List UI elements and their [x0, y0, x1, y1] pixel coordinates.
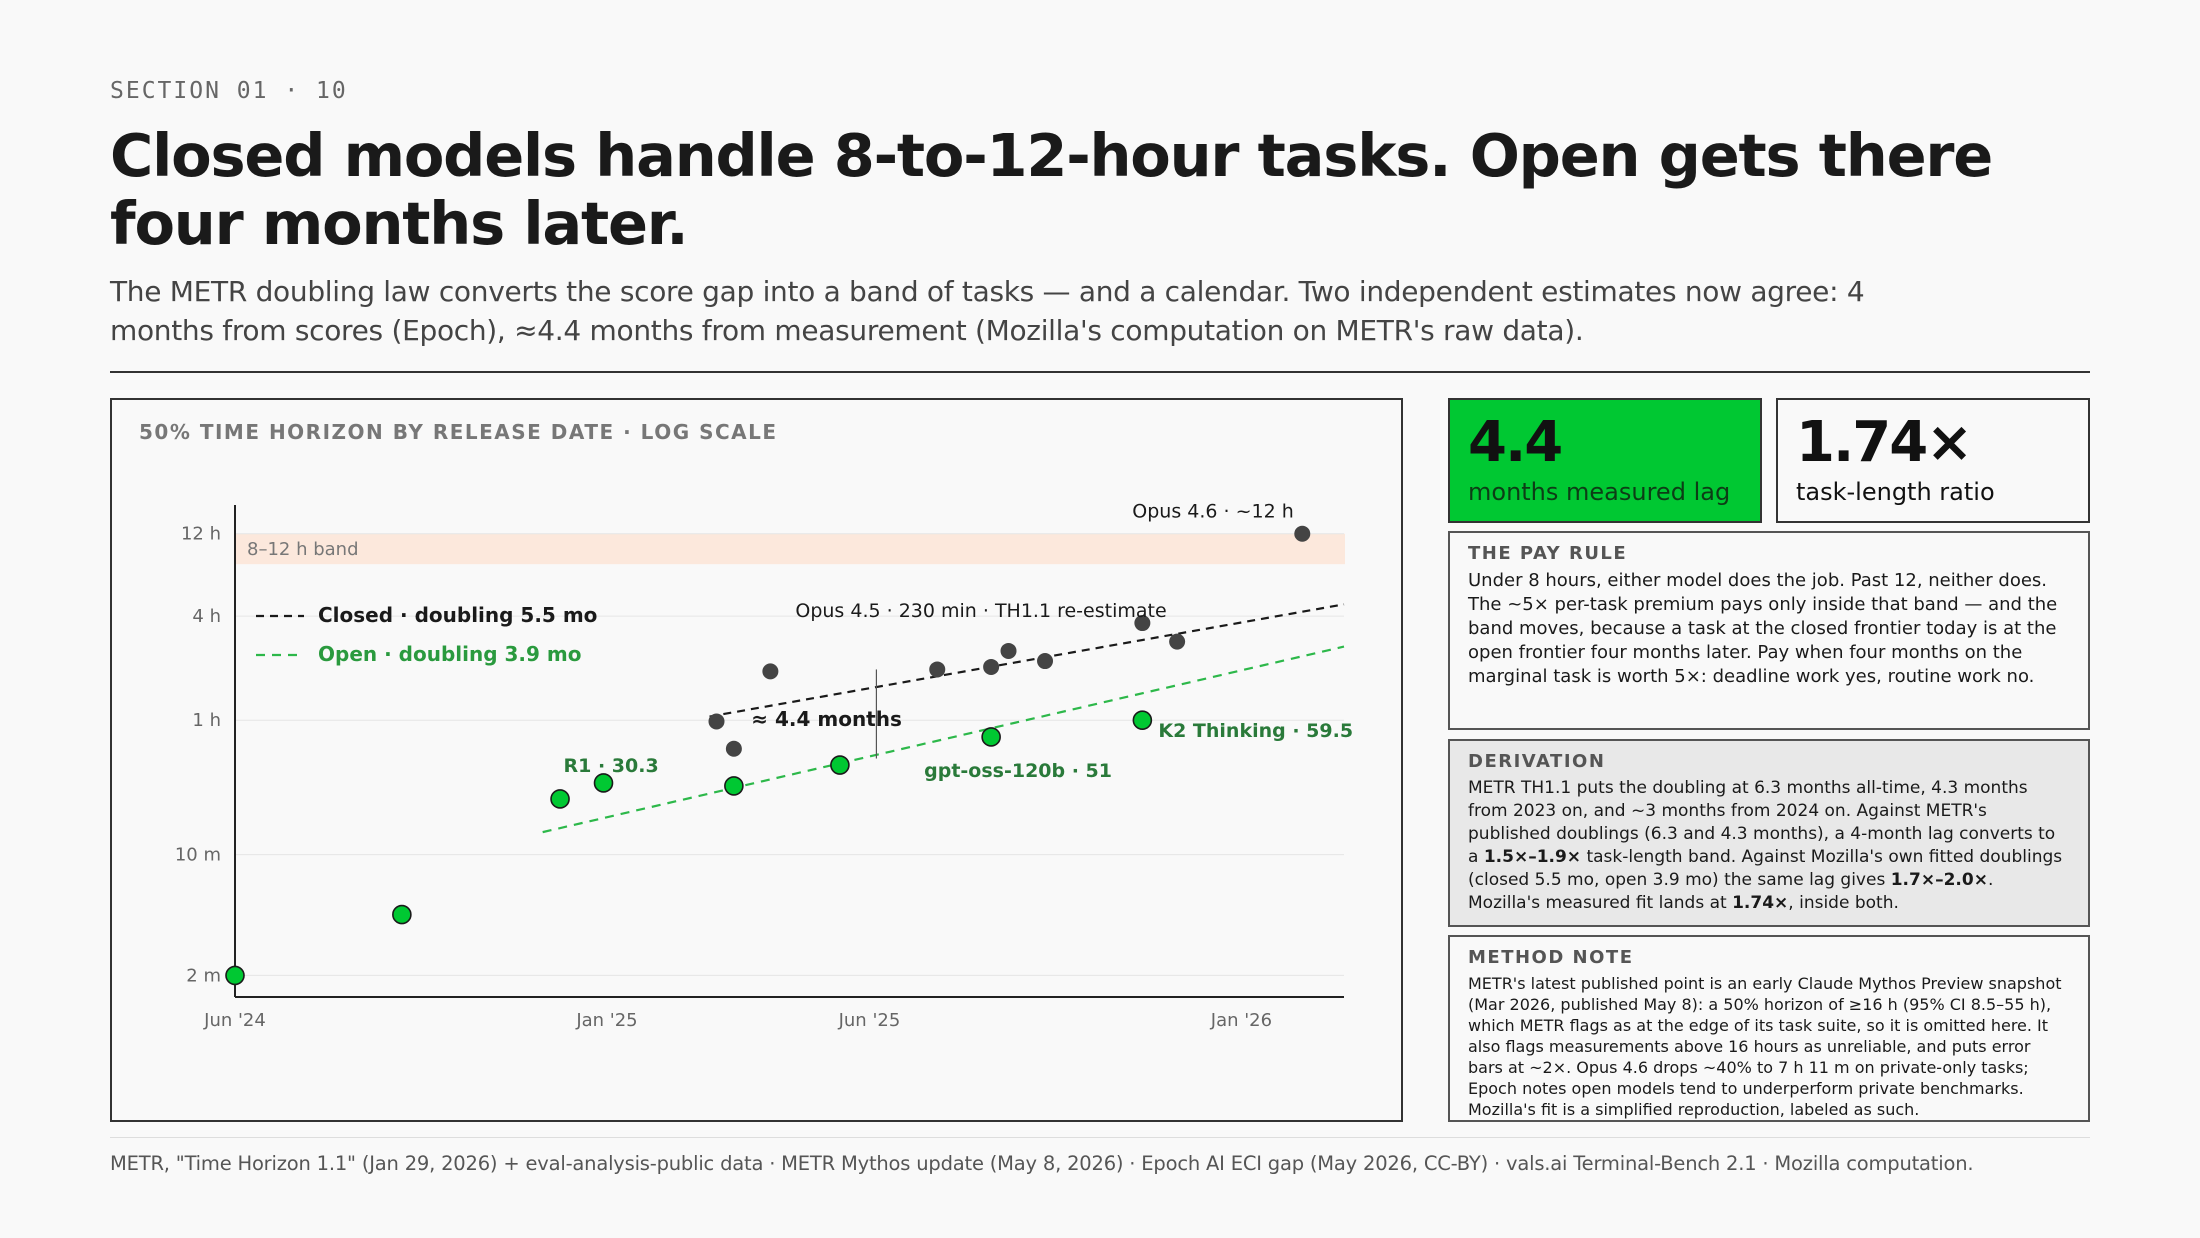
open-model-point	[550, 789, 570, 809]
x-tick-label: Jun '25	[838, 1010, 901, 1031]
source-note: METR, "Time Horizon 1.1" (Jan 29, 2026) …	[110, 1152, 1974, 1175]
closed-model-point	[1134, 615, 1151, 632]
closed-model-point	[1169, 633, 1186, 650]
y-tick-label: 4 h	[192, 606, 221, 627]
derivation-card: DERIVATION METR TH1.1 puts the doubling …	[1448, 739, 2090, 927]
closed-model-point	[708, 713, 725, 730]
page-title: Closed models handle 8-to-12-hour tasks.…	[110, 121, 1993, 258]
open-model-point	[593, 773, 614, 793]
closed-model-point	[983, 658, 1000, 675]
closed-model-point	[762, 663, 779, 680]
derivation-highlight: 1.5×–1.9×	[1483, 847, 1582, 867]
point-annotation: K2 Thinking · 59.5	[1158, 720, 1353, 742]
gap-label: ≈ 4.4 months	[751, 707, 902, 731]
derivation-text: . Mozilla's measured fit lands at	[1468, 870, 1994, 913]
closed-model-point	[1294, 525, 1311, 542]
derivation-text: task-length band. Against Mozilla's own …	[1468, 847, 2063, 890]
card-title: METHOD NOTE	[1468, 947, 1634, 968]
y-tick-label: 1 h	[192, 710, 221, 731]
x-tick-label: Jan '25	[575, 1010, 637, 1031]
stat-measured-lag: 4.4 months measured lag	[1448, 398, 1762, 523]
page-subtitle: The METR doubling law converts the score…	[110, 275, 1865, 347]
method-note-card: METHOD NOTE METR's latest published poin…	[1448, 935, 2090, 1122]
open-model-point	[1132, 710, 1153, 731]
y-tick-label: 2 m	[186, 965, 221, 986]
closed-model-point	[1000, 642, 1017, 659]
closed-model-point	[725, 740, 742, 757]
y-tick-label: 12 h	[181, 524, 221, 545]
card-body: Under 8 hours, either model does the job…	[1468, 570, 2058, 687]
x-tick-label: Jan '26	[1210, 1010, 1272, 1031]
open-model-point	[225, 965, 245, 986]
section-label: SECTION 01 · 10	[110, 78, 348, 104]
open-model-point	[724, 776, 744, 796]
legend-label: Closed · doubling 5.5 mo	[318, 603, 597, 627]
stat-task-length-ratio: 1.74× task-length ratio	[1776, 398, 2090, 523]
stat-label: months measured lag	[1468, 478, 1731, 506]
band-label: 8–12 h band	[247, 539, 359, 560]
time-horizon-chart: 8–12 h band 2 m 10 m 1 h 4 h 12 h Jun '24 Jan '…	[175, 501, 1353, 1031]
footer-divider	[110, 1137, 2090, 1138]
open-model-point	[830, 755, 850, 775]
trendline-closed	[709, 603, 1345, 718]
stat-value: 1.74×	[1796, 410, 1973, 475]
card-body: METR's latest published point is an earl…	[1468, 974, 2062, 1119]
card-title: THE PAY RULE	[1468, 543, 1628, 564]
closed-model-point	[1037, 653, 1054, 670]
open-model-point	[392, 904, 412, 925]
open-model-point	[981, 727, 1001, 747]
point-annotation: gpt-oss-120b · 51	[924, 760, 1112, 782]
derivation-highlight: 1.7×–2.0×	[1890, 870, 1988, 890]
derivation-text: , inside both.	[1788, 893, 1899, 913]
legend-label: Open · doubling 3.9 mo	[318, 642, 581, 666]
derivation-text: METR TH1.1 puts the doubling at 6.3 mont…	[1468, 778, 2056, 867]
closed-model-point	[929, 661, 946, 678]
point-annotation: R1 · 30.3	[564, 755, 659, 777]
derivation-highlight: 1.74×	[1732, 893, 1789, 913]
band-8-12h	[236, 533, 1345, 565]
pay-rule-card: THE PAY RULE Under 8 hours, either model…	[1448, 531, 2090, 730]
point-annotation: Opus 4.5 · 230 min · TH1.1 re-estimate	[795, 600, 1166, 622]
x-tick-label: Jun '24	[203, 1010, 266, 1031]
stat-value: 4.4	[1468, 410, 1563, 475]
card-body: METR TH1.1 puts the doubling at 6.3 mont…	[1468, 777, 2070, 915]
y-tick-label: 10 m	[175, 845, 221, 866]
card-title: DERIVATION	[1468, 751, 1606, 772]
point-annotation: Opus 4.6 · ~12 h	[1132, 501, 1294, 523]
header-divider	[110, 371, 2090, 373]
stat-label: task-length ratio	[1796, 478, 1995, 506]
chart-title: 50% TIME HORIZON BY RELEASE DATE · LOG S…	[139, 420, 778, 444]
chart-panel: 50% TIME HORIZON BY RELEASE DATE · LOG S…	[110, 398, 1403, 1122]
